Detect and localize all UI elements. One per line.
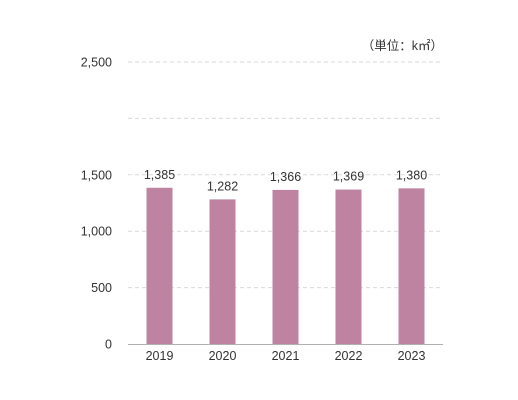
bar: [146, 187, 173, 344]
bars: [146, 187, 425, 344]
bar: [398, 188, 425, 344]
data-label: 1,369: [333, 170, 364, 184]
x-axis-ticks: 2019 2020 2021 2022 2023: [146, 349, 426, 363]
data-label: 1,366: [270, 170, 301, 184]
x-tick-label: 2022: [335, 349, 363, 363]
x-tick-label: 2023: [398, 349, 426, 363]
y-tick-label: 500: [91, 281, 112, 295]
unit-label: （単位：k㎡）: [362, 38, 443, 53]
y-tick-label: 1,000: [81, 225, 112, 239]
data-label: 1,282: [207, 179, 238, 193]
bar: [335, 189, 362, 344]
y-axis-ticks: 0 500 1,000 1,500 2,500: [81, 56, 112, 352]
x-tick-label: 2019: [146, 349, 174, 363]
bar: [209, 199, 236, 344]
y-tick-label: 2,500: [81, 56, 112, 70]
gridlines: [128, 61, 443, 289]
y-tick-label: 1,500: [81, 168, 112, 182]
data-label: 1,380: [396, 168, 427, 182]
data-labels: 1,385 1,282 1,366 1,369 1,380: [144, 168, 427, 194]
data-label: 1,385: [144, 168, 175, 182]
y-tick-label: 0: [105, 338, 112, 352]
x-tick-label: 2020: [209, 349, 237, 363]
bar: [272, 189, 299, 344]
x-tick-label: 2021: [272, 349, 300, 363]
